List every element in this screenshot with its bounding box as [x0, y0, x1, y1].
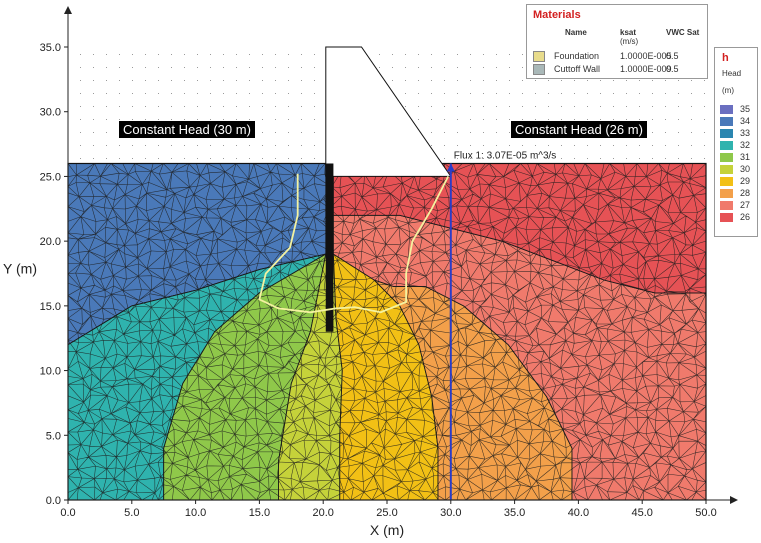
- material-row-cutoff-wall: Cuttoff Wall 1.0000E-009 0.5: [533, 64, 703, 76]
- x-tick-label: 35.0: [504, 507, 525, 519]
- materials-header-ksat: ksat: [620, 28, 637, 37]
- y-axis-arrow: [64, 6, 72, 14]
- head-legend-swatch: [720, 105, 733, 114]
- x-tick-label: 15.0: [249, 507, 270, 519]
- head-legend-unit: (m): [722, 86, 734, 95]
- flow-path: [258, 173, 450, 314]
- x-tick-label: 10.0: [185, 507, 206, 519]
- y-axis-label: Y (m): [3, 261, 37, 277]
- y-tick-label: 10.0: [40, 366, 61, 378]
- materials-title: Materials: [533, 9, 581, 21]
- head-legend-swatch: [720, 129, 733, 138]
- x-axis-label: X (m): [370, 522, 404, 538]
- y-tick-label: 25.0: [40, 171, 61, 183]
- x-tick-label: 30.0: [440, 507, 461, 519]
- material-name: Foundation: [554, 51, 600, 61]
- materials-legend: Materials Name ksat (m/s) VWC Sat Founda…: [526, 4, 708, 79]
- material-vwc: 0.5: [666, 64, 679, 74]
- head-legend-value: 28: [740, 188, 751, 198]
- flux-section-marker: [446, 163, 455, 172]
- head-legend-item: 35: [720, 104, 756, 114]
- head-legend-item: 26: [720, 212, 756, 222]
- axes: 0.0 5.0 10.0 15.0 20.0 25.0 30.0 35.0 40.0 45.0 50…: [40, 6, 738, 519]
- head-legend-item: 34: [720, 116, 756, 126]
- head-legend-item: 30: [720, 164, 756, 174]
- head-legend-title: h: [722, 52, 729, 64]
- material-vwc: 0.5: [666, 51, 679, 61]
- materials-header-vwc: VWC Sat: [666, 28, 700, 37]
- x-axis-arrow: [730, 496, 738, 504]
- y-tick-label: 30.0: [40, 107, 61, 119]
- head-legend-swatch: [720, 201, 733, 210]
- head-legend-item: 27: [720, 200, 756, 210]
- material-name: Cuttoff Wall: [554, 64, 601, 74]
- x-tick-label: 20.0: [312, 507, 333, 519]
- head-legend-value: 32: [740, 140, 751, 150]
- head-legend-value: 30: [740, 164, 751, 174]
- x-tick-label: 25.0: [376, 507, 397, 519]
- head-legend-value: 29: [740, 176, 751, 186]
- head-legend-swatch: [720, 177, 733, 186]
- head-legend-swatch: [720, 213, 733, 222]
- y-tick-label: 35.0: [40, 42, 61, 54]
- constant-head-left-label: Constant Head (30 m): [119, 121, 255, 138]
- head-legend: h Head (m) 35 34 33 32 31 30 29 28 27 26: [714, 47, 758, 237]
- flux-section-label: Flux 1: 3.07E-05 m^3/s: [454, 150, 557, 161]
- x-tick-label: 45.0: [631, 507, 652, 519]
- head-legend-swatch: [720, 153, 733, 162]
- materials-header-ksat-unit: (m/s): [620, 37, 639, 46]
- head-legend-item: 31: [720, 152, 756, 162]
- head-legend-value: 35: [740, 104, 751, 114]
- head-legend-swatch: [720, 141, 733, 150]
- constant-head-right-label: Constant Head (26 m): [511, 121, 647, 138]
- head-legend-item: 32: [720, 140, 756, 150]
- head-legend-value: 34: [740, 116, 751, 126]
- material-ksat: 1.0000E-005: [620, 51, 672, 61]
- head-legend-swatch: [720, 189, 733, 198]
- x-tick-label: 50.0: [695, 507, 716, 519]
- head-legend-value: 27: [740, 200, 751, 210]
- head-legend-item: 29: [720, 176, 756, 186]
- materials-header-name: Name: [565, 28, 587, 37]
- material-swatch: [533, 51, 545, 62]
- head-legend-value: 26: [740, 212, 751, 222]
- head-legend-value: 33: [740, 128, 751, 138]
- y-tick-label: 15.0: [40, 301, 61, 313]
- head-legend-subtitle: Head: [722, 69, 742, 78]
- material-row-foundation: Foundation 1.0000E-005 0.5: [533, 51, 703, 63]
- cutoff-wall: [325, 163, 334, 332]
- head-legend-swatch: [720, 117, 733, 126]
- material-ksat: 1.0000E-009: [620, 64, 672, 74]
- x-tick-label: 40.0: [568, 507, 589, 519]
- head-legend-swatch: [720, 165, 733, 174]
- head-legend-value: 31: [740, 152, 751, 162]
- y-tick-label: 0.0: [46, 495, 61, 507]
- material-swatch: [533, 64, 545, 75]
- y-tick-label: 20.0: [40, 236, 61, 248]
- y-tick-label: 5.0: [46, 430, 61, 442]
- x-tick-label: 5.0: [124, 507, 139, 519]
- head-legend-item: 28: [720, 188, 756, 198]
- x-tick-label: 0.0: [60, 507, 75, 519]
- head-legend-item: 33: [720, 128, 756, 138]
